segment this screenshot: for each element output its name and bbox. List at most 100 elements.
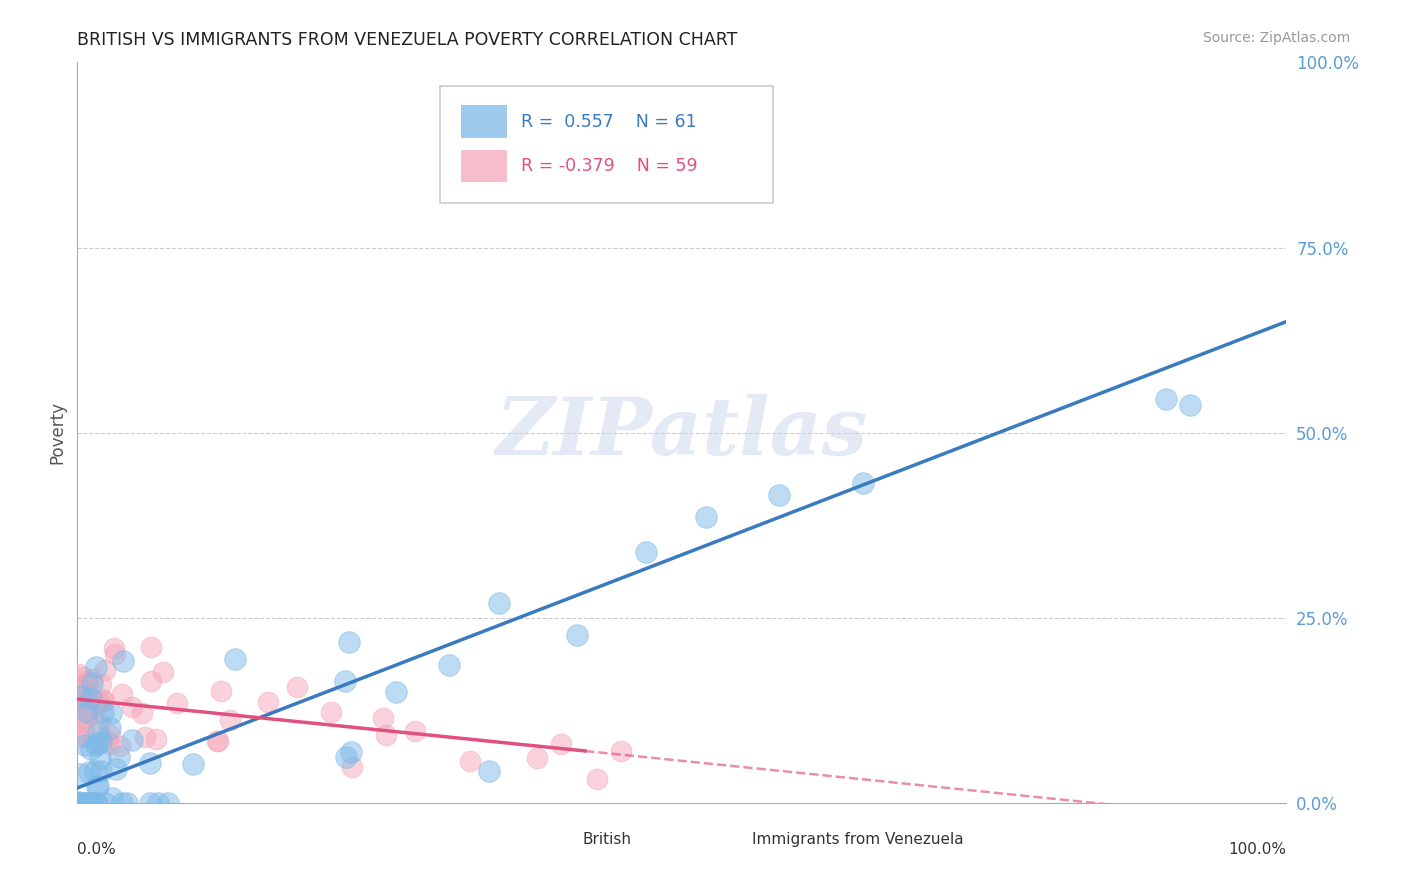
Point (488, 596, 510, 610)
Point (94, 796, 117, 810)
Point (90, 734, 112, 748)
Point (96, 733, 118, 747)
Point (337, 635, 360, 649)
Point (90, 677, 112, 691)
Point (89, 751, 111, 765)
Point (610, 744, 633, 758)
Point (75, 738, 97, 752)
Point (76, 677, 98, 691)
FancyBboxPatch shape (440, 87, 773, 203)
Point (478, 764, 501, 778)
Point (87, 725, 110, 739)
Point (91, 705, 114, 719)
Point (67, 667, 90, 681)
Point (550, 738, 572, 752)
Point (111, 687, 134, 701)
Point (98, 728, 121, 742)
Point (72, 670, 94, 684)
Point (139, 756, 162, 770)
Point (73, 711, 96, 725)
Point (458, 754, 481, 768)
Point (1178, 398, 1201, 412)
Point (80, 673, 103, 687)
Point (84, 796, 107, 810)
Point (87, 736, 110, 750)
Point (80, 676, 103, 690)
Point (67, 677, 90, 691)
Text: 100.0%: 100.0% (1229, 842, 1286, 856)
Point (73, 724, 96, 739)
Point (76, 705, 98, 719)
Point (100, 706, 122, 721)
Point (67, 679, 90, 693)
Point (333, 674, 356, 689)
Point (437, 658, 460, 673)
Bar (461, 105, 506, 138)
Point (145, 731, 167, 746)
Point (84, 660, 107, 674)
Point (87, 779, 110, 793)
Point (98, 737, 121, 751)
Point (89, 694, 111, 708)
Point (104, 647, 127, 661)
Point (112, 654, 135, 668)
Point (586, 772, 609, 786)
Point (69, 796, 91, 810)
Bar (461, 150, 506, 182)
Point (342, 760, 364, 774)
Point (67, 696, 90, 710)
Point (121, 699, 143, 714)
Point (79, 702, 101, 716)
Point (76, 697, 98, 711)
Point (148, 796, 170, 810)
Point (72, 730, 94, 744)
Point (87, 716, 110, 731)
Point (335, 749, 357, 764)
Text: 0.0%: 0.0% (77, 842, 117, 856)
Point (76, 674, 98, 689)
Point (139, 796, 162, 810)
Point (166, 696, 188, 710)
Point (67, 714, 90, 728)
Point (224, 652, 246, 666)
Point (141, 674, 163, 689)
Point (76, 796, 98, 810)
Point (91, 692, 114, 706)
Point (76, 796, 98, 810)
Point (67, 795, 90, 809)
Point (67, 730, 90, 744)
Point (375, 728, 398, 742)
Point (100, 791, 122, 805)
Y-axis label: Poverty: Poverty (48, 401, 66, 464)
Point (105, 762, 128, 776)
Point (86, 738, 108, 752)
Point (207, 733, 229, 747)
Point (207, 734, 229, 748)
Point (108, 749, 131, 764)
Point (115, 796, 138, 810)
Point (87, 696, 110, 710)
Point (80, 742, 103, 756)
Point (80, 796, 103, 810)
Point (340, 745, 363, 759)
Point (67, 796, 90, 810)
Text: ZIPatlas: ZIPatlas (496, 394, 868, 471)
Point (75, 695, 97, 709)
Text: R = -0.379    N = 59: R = -0.379 N = 59 (522, 157, 697, 175)
Point (70, 689, 93, 703)
Point (69, 767, 91, 781)
Point (152, 665, 174, 680)
Point (1154, 392, 1177, 406)
Point (695, 510, 717, 524)
Point (218, 713, 240, 727)
Point (209, 684, 232, 698)
Point (79, 796, 101, 810)
Point (73, 796, 96, 810)
Point (90, 764, 112, 778)
Point (82, 707, 104, 722)
Point (404, 724, 426, 739)
Point (131, 706, 153, 720)
Text: Immigrants from Venezuela: Immigrants from Venezuela (752, 832, 963, 847)
Point (321, 705, 343, 719)
Point (385, 685, 408, 699)
